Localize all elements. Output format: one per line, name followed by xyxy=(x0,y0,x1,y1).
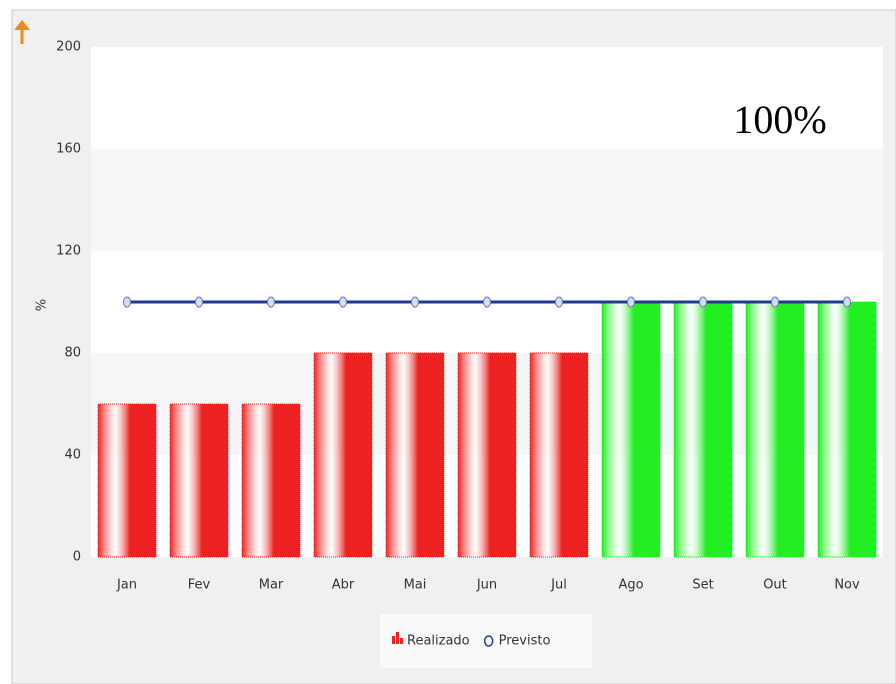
annotation: 100% xyxy=(733,97,826,142)
bar xyxy=(529,352,589,558)
bar xyxy=(169,403,229,558)
x-tick-label: Mar xyxy=(259,578,284,593)
y-tick-label: 120 xyxy=(56,244,81,259)
line-marker xyxy=(771,296,779,308)
legend-icon xyxy=(483,635,494,647)
line-marker xyxy=(339,296,347,308)
bar xyxy=(673,301,733,558)
bar xyxy=(241,403,301,558)
bar xyxy=(601,301,661,558)
x-tick-label: Nov xyxy=(834,578,860,593)
line-marker xyxy=(843,296,851,308)
y-tick-label: 40 xyxy=(64,448,81,463)
legend-icon xyxy=(400,638,403,644)
y-axis-label: % xyxy=(35,299,50,311)
x-tick-label: Set xyxy=(692,578,713,593)
grid-band xyxy=(91,149,883,251)
line-marker xyxy=(555,296,563,308)
up-arrow xyxy=(14,20,30,44)
line-marker xyxy=(627,296,635,308)
legend-icon xyxy=(396,632,399,644)
x-tick-label: Jan xyxy=(116,578,137,593)
legend: Realizado Previsto xyxy=(380,614,592,668)
x-tick-label: Mai xyxy=(404,578,427,593)
line-marker xyxy=(267,296,275,308)
x-tick-label: Out xyxy=(763,578,787,593)
x-tick-label: Abr xyxy=(332,578,355,593)
line-marker xyxy=(699,296,707,308)
x-tick-label: Jun xyxy=(476,578,497,593)
x-tick-label: Ago xyxy=(618,578,643,593)
line-marker xyxy=(483,296,491,308)
y-tick-label: 160 xyxy=(56,142,81,157)
bar xyxy=(817,301,877,558)
legend-label: Realizado xyxy=(407,634,470,649)
line-marker xyxy=(195,296,203,308)
bar xyxy=(385,352,445,558)
x-tick-label: Jul xyxy=(550,578,567,593)
bar xyxy=(313,352,373,558)
line-marker xyxy=(123,296,131,308)
y-tick-label: 0 xyxy=(73,550,81,565)
y-tick-label: 200 xyxy=(56,40,81,55)
bar xyxy=(745,301,805,558)
bar xyxy=(97,403,157,558)
legend-icon xyxy=(392,636,395,644)
legend-label: Previsto xyxy=(499,634,551,649)
bar xyxy=(457,352,517,558)
line-marker xyxy=(411,296,419,308)
y-tick-label: 80 xyxy=(64,346,81,361)
x-tick-label: Fev xyxy=(188,578,211,593)
